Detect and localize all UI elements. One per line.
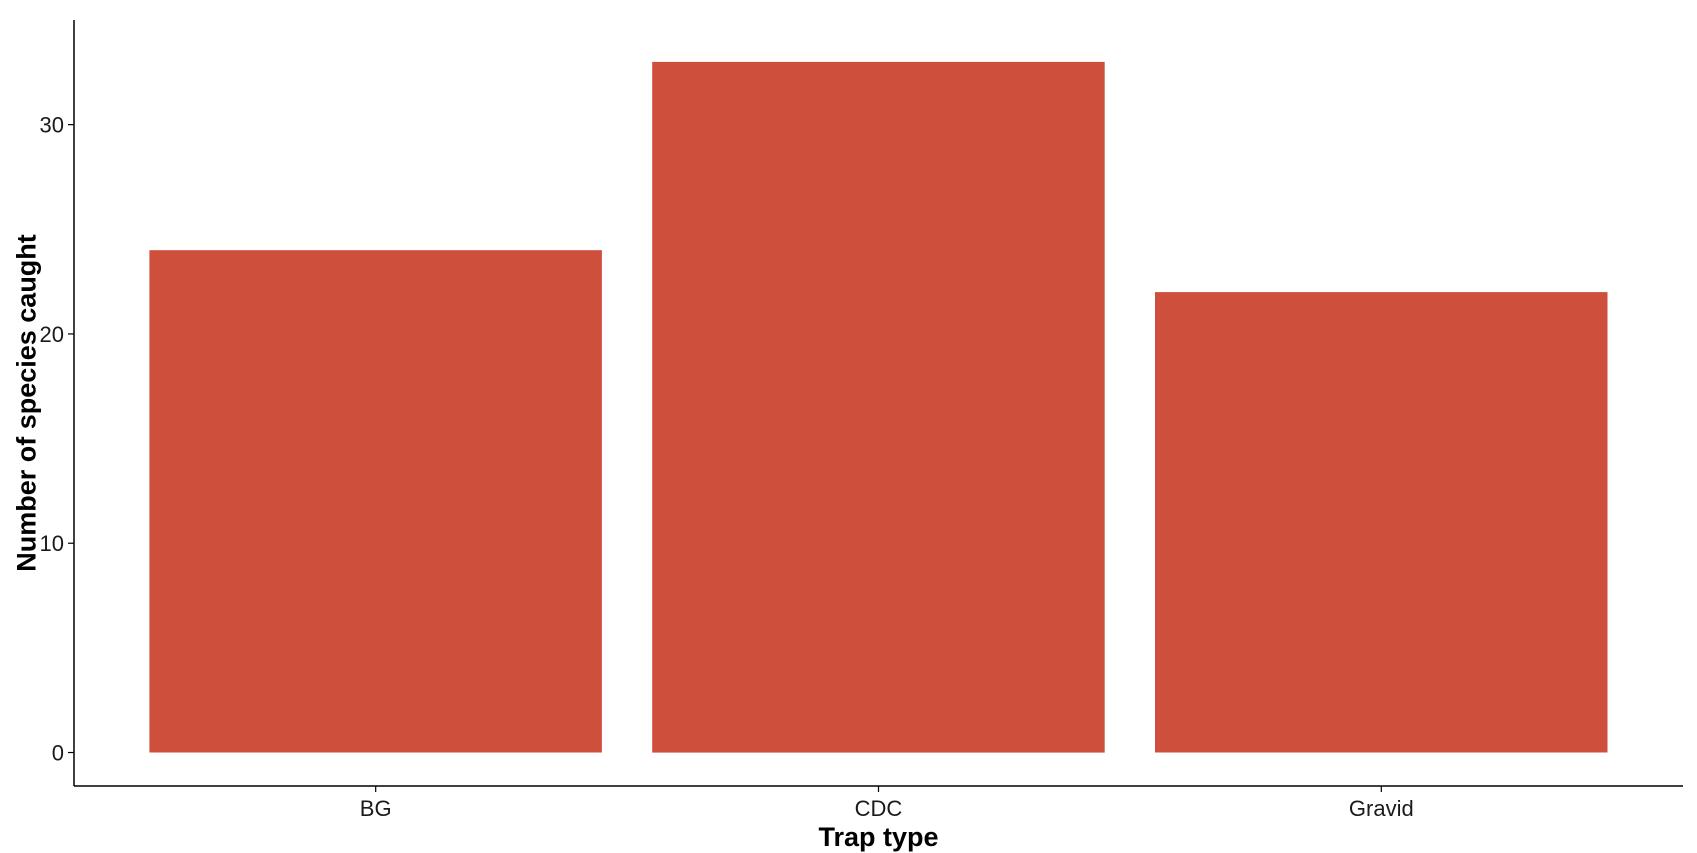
x-axis-title: Trap type: [818, 822, 938, 852]
x-tick-label: BG: [360, 796, 392, 821]
y-axis: 0 10 20 30: [40, 20, 75, 786]
x-tick-label: CDC: [855, 796, 903, 821]
x-tick-label: Gravid: [1349, 796, 1414, 821]
y-tick-label: 20: [40, 322, 64, 347]
y-axis-title: Number of species caught: [11, 234, 41, 572]
x-axis: BG CDC Gravid: [74, 785, 1683, 821]
bar-bg: [149, 250, 602, 753]
y-tick-label: 10: [40, 531, 64, 556]
y-tick-label: 30: [40, 113, 64, 138]
bars-group: [149, 61, 1608, 753]
y-tick-label: 0: [52, 741, 64, 766]
bar-gravid: [1155, 292, 1608, 753]
bar-cdc: [652, 61, 1105, 753]
